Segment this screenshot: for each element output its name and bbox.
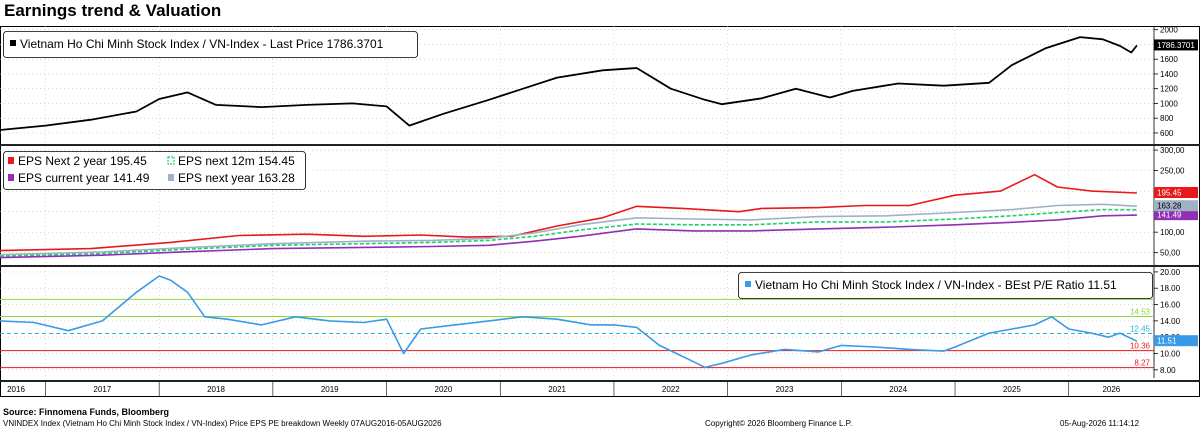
y-tick-label: 18.00 <box>1160 284 1181 293</box>
pe-band-label: 10.36 <box>1130 342 1151 351</box>
x-tick-label: 2017 <box>93 385 111 394</box>
legend-box <box>738 272 1153 299</box>
pe-band-label: 14.53 <box>1130 308 1151 317</box>
x-axis-divider <box>0 380 1200 382</box>
y-tick-label: 250,00 <box>1160 167 1185 176</box>
x-tick-label: 2020 <box>435 385 453 394</box>
last-value-box <box>1154 209 1198 221</box>
y-tick-label: 1600 <box>1160 55 1178 64</box>
legend-swatch <box>745 281 751 287</box>
series-line <box>0 203 1137 256</box>
y-tick-label: 8.00 <box>1160 366 1176 375</box>
last-value-label: 163.28 <box>1157 202 1182 211</box>
legend-label: EPS next 12m 154.45 <box>178 154 295 168</box>
page-title: Earnings trend & Valuation <box>4 1 222 20</box>
footer-copyright: Copyright© 2026 Bloomberg Finance L.P. <box>705 419 853 428</box>
y-tick-label: 2000 <box>1160 26 1178 35</box>
source-note: Source: Finnomena Funds, Bloomberg <box>3 407 170 417</box>
x-tick-label: 2018 <box>207 385 225 394</box>
x-tick-label: 2022 <box>662 385 680 394</box>
x-tick-label: 2026 <box>1102 385 1120 394</box>
pe-band-label: 12.45 <box>1130 325 1151 334</box>
series-line <box>0 214 1137 259</box>
y-tick-label: 14.00 <box>1160 317 1181 326</box>
x-tick-label: 2021 <box>548 385 566 394</box>
footer-timestamp: 05-Aug-2026 11:14:12 <box>1060 419 1140 428</box>
y-tick-label: 600 <box>1160 129 1174 138</box>
y-tick-label: 50,00 <box>1160 249 1181 258</box>
chart: 2000180016001400120010008006001786.3701V… <box>0 26 1200 397</box>
pe-band-label: 8.27 <box>1134 359 1150 368</box>
legend-swatch <box>10 40 16 46</box>
legend-label: EPS next year 163.28 <box>178 171 295 185</box>
y-tick-label: 800 <box>1160 114 1174 123</box>
y-tick-label: 1400 <box>1160 70 1178 79</box>
y-tick-label: 1000 <box>1160 99 1178 108</box>
legend-swatch <box>8 174 14 181</box>
last-value-label: 141.49 <box>1157 211 1182 220</box>
last-value-label: 11.51 <box>1157 337 1177 346</box>
legend-box <box>3 31 418 58</box>
y-tick-label: 300,00 <box>1160 146 1185 155</box>
x-tick-label: 2023 <box>776 385 794 394</box>
y-tick-label: 20.00 <box>1160 268 1181 277</box>
legend-label: EPS current year 141.49 <box>18 171 150 185</box>
legend-box <box>3 151 306 190</box>
series-line <box>0 173 1137 252</box>
y-tick-label: 16.00 <box>1160 301 1181 310</box>
last-value-label: 1786.3701 <box>1157 41 1195 50</box>
x-tick-label: 2016 <box>7 385 25 394</box>
panel-divider <box>0 144 1200 146</box>
x-tick-label: 2024 <box>889 385 907 394</box>
series-line <box>0 275 1138 369</box>
last-value-box <box>1154 39 1198 51</box>
series-line <box>0 208 1137 257</box>
last-value-box <box>1154 200 1198 212</box>
last-value-box <box>1154 335 1198 347</box>
panel-divider <box>0 265 1200 267</box>
x-tick-label: 2025 <box>1003 385 1021 394</box>
legend-swatch <box>167 156 175 165</box>
legend-label: Vietnam Ho Chi Minh Stock Index / VN-Ind… <box>755 278 1117 292</box>
legend-label: Vietnam Ho Chi Minh Stock Index / VN-Ind… <box>20 37 384 51</box>
x-tick-label: 2019 <box>321 385 339 394</box>
series-line <box>0 36 1138 131</box>
last-value-box <box>1154 187 1198 199</box>
y-tick-label: 10.00 <box>1160 350 1181 359</box>
y-tick-label: 100,00 <box>1160 228 1185 237</box>
footer-description: VNINDEX Index (Vietnam Ho Chi Minh Stock… <box>3 419 442 428</box>
legend-label: EPS Next 2 year 195.45 <box>18 154 147 168</box>
y-tick-label: 1200 <box>1160 85 1178 94</box>
last-value-label: 195.45 <box>1157 189 1182 198</box>
legend-swatch <box>8 157 14 164</box>
legend-swatch <box>168 174 174 181</box>
